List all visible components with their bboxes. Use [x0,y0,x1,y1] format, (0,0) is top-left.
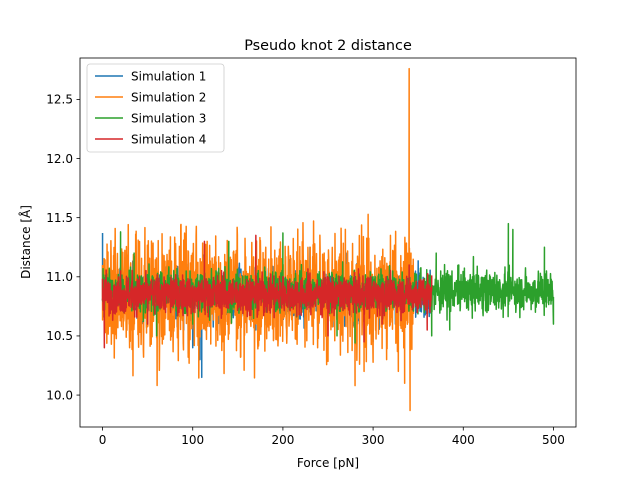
legend-label: Simulation 1 [131,69,206,83]
series-line [101,234,433,349]
y-axis-label: Distance [Å] [18,205,33,279]
y-tick-label: 12.0 [46,152,73,166]
y-tick-label: 11.5 [46,211,73,225]
y-tick-label: 12.5 [46,93,73,107]
x-tick-label: 400 [452,433,475,447]
legend-label: Simulation 2 [131,90,206,104]
y-tick-label: 10.0 [46,388,73,402]
x-tick-label: 200 [271,433,294,447]
chart-title: Pseudo knot 2 distance [244,38,412,54]
legend-box [86,63,225,153]
x-tick-label: 500 [542,433,565,447]
y-tick-label: 10.5 [46,329,73,343]
x-tick-label: 300 [362,433,385,447]
legend: Simulation 1 Simulation 2 Simulation 3 Simu… [86,63,225,153]
plot-frame [79,57,577,428]
plot-area [101,67,555,412]
legend-label: Simulation 3 [131,111,206,125]
axes: 0 100 200 300 400 500 10.0 10.5 11.0 11.5 12.0 12.5 [46,57,577,447]
y-tick-label: 11.0 [46,270,73,284]
x-tick-label: 0 [99,433,107,447]
legend-label: Simulation 4 [131,132,206,146]
x-tick-label: 100 [181,433,204,447]
x-axis-label: Force [pN] [297,456,359,470]
